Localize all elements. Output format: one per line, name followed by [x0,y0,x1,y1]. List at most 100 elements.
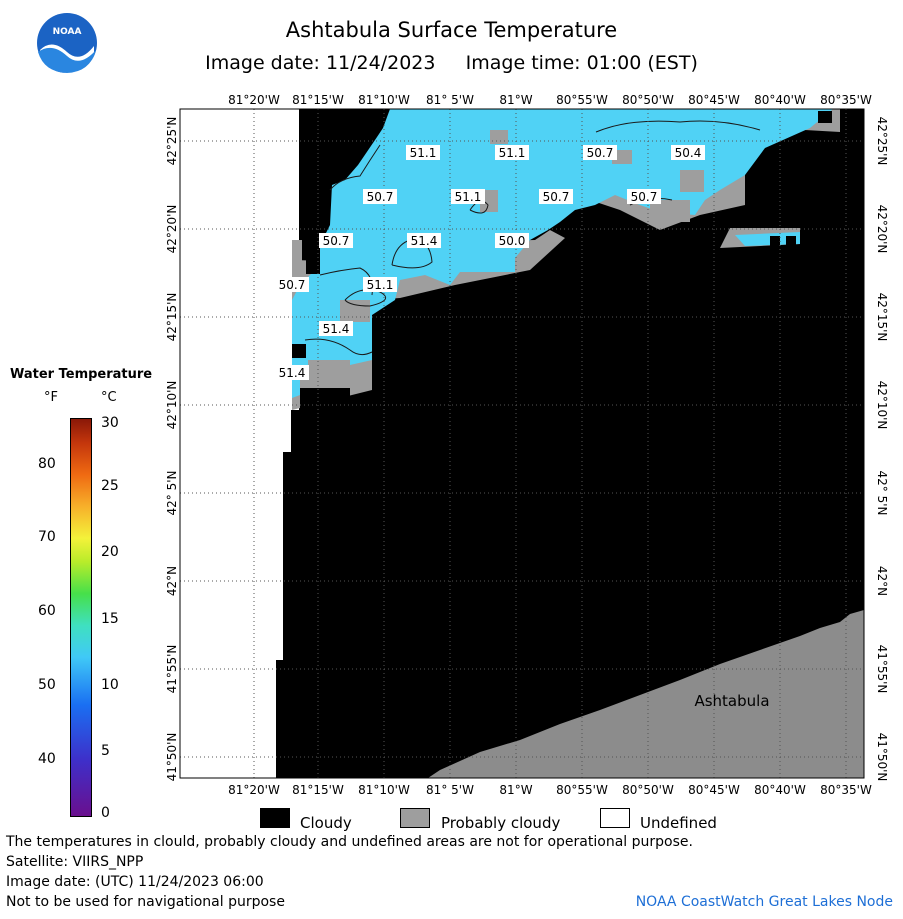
f-tick-50: 50 [38,677,56,693]
svg-text:41°55'N: 41°55'N [875,645,889,694]
svg-text:81°15'W: 81°15'W [292,783,344,797]
f-tick-40: 40 [38,751,56,767]
cloudy-label: Cloudy [300,814,352,832]
svg-text:81°20'W: 81°20'W [228,93,280,107]
svg-text:80°45'W: 80°45'W [688,93,740,107]
svg-text:80°50'W: 80°50'W [622,93,674,107]
f-tick-80: 80 [38,456,56,472]
temp-label-1: 51.1 [406,145,440,160]
svg-text:51.1: 51.1 [499,146,526,160]
temp-label-10: 51.4 [407,233,441,248]
cloudy-swatch [260,808,290,828]
temp-label-12: 50.7 [275,277,309,292]
logo-text: NOAA [53,27,82,37]
temp-label-13: 51.1 [363,277,397,292]
undefined-swatch [600,808,630,828]
temp-label-15: 51.4 [275,365,309,380]
svg-text:42°20'N: 42°20'N [165,205,179,254]
f-tick-70: 70 [38,529,56,545]
svg-text:42° 5'N: 42° 5'N [165,471,179,516]
c-tick-30: 30 [101,415,119,431]
lat-labels: 42°25'N 42°20'N 42°15'N 42°10'N 42° 5'N … [165,117,889,782]
temp-label-6: 51.1 [451,189,485,204]
temp-label-14: 51.4 [319,321,353,336]
svg-text:51.4: 51.4 [323,322,350,336]
place-label-ashtabula: Ashtabula [694,692,769,710]
legend-unit-c: °C [101,390,117,405]
svg-text:42°20'N: 42°20'N [875,205,889,254]
svg-text:51.1: 51.1 [410,146,437,160]
svg-text:50.7: 50.7 [279,278,306,292]
svg-text:50.4: 50.4 [675,146,702,160]
svg-text:51.1: 51.1 [367,278,394,292]
c-tick-20: 20 [101,544,119,560]
footer-satellite: Satellite: VIIRS_NPP [6,854,144,870]
c-tick-15: 15 [101,611,119,627]
svg-text:50.0: 50.0 [499,234,526,248]
svg-text:80°50'W: 80°50'W [622,783,674,797]
c-tick-25: 25 [101,478,119,494]
svg-text:81° 5'W: 81° 5'W [426,93,474,107]
svg-text:80°45'W: 80°45'W [688,783,740,797]
svg-text:42°25'N: 42°25'N [165,117,179,166]
svg-text:81°15'W: 81°15'W [292,93,344,107]
svg-text:41°50'N: 41°50'N [165,733,179,782]
svg-text:50.7: 50.7 [543,190,570,204]
c-tick-0: 0 [101,805,110,821]
svg-text:80°55'W: 80°55'W [556,93,608,107]
svg-text:42°15'N: 42°15'N [165,293,179,342]
undefined-label: Undefined [640,814,717,832]
svg-text:50.7: 50.7 [587,146,614,160]
svg-text:81°W: 81°W [499,93,532,107]
footer-disclaimer: The temperatures in clould, probably clo… [6,834,693,850]
svg-text:41°55'N: 41°55'N [165,645,179,694]
legend-title: Water Temperature [10,367,153,382]
c-tick-5: 5 [101,743,110,759]
c-tick-10: 10 [101,677,119,693]
svg-text:42°15'N: 42°15'N [875,293,889,342]
noaa-logo: NOAA [37,13,97,74]
svg-text:81°10'W: 81°10'W [358,93,410,107]
footer-utc-date: Image date: (UTC) 11/24/2023 06:00 [6,874,264,890]
probably-cloudy-label: Probably cloudy [441,814,561,832]
svg-text:42°N: 42°N [875,566,889,596]
temp-label-8: 50.7 [627,189,661,204]
temp-label-4: 50.4 [671,145,705,160]
svg-text:81°10'W: 81°10'W [358,783,410,797]
svg-text:42°10'N: 42°10'N [875,381,889,430]
footer-navigation-note: Not to be used for navigational purpose [6,894,285,910]
colorbar [70,418,92,817]
probably-cloudy-swatch [400,808,430,828]
svg-text:42°N: 42°N [165,566,179,596]
svg-text:81° 5'W: 81° 5'W [426,783,474,797]
lon-labels: 81°20'W 81°15'W 81°10'W 81° 5'W 81°W 80°… [228,93,872,797]
svg-text:80°40'W: 80°40'W [754,783,806,797]
temp-label-11: 50.0 [495,233,529,248]
temp-label-9: 50.7 [319,233,353,248]
svg-text:50.7: 50.7 [367,190,394,204]
temp-label-3: 50.7 [583,145,617,160]
svg-text:42°25'N: 42°25'N [875,117,889,166]
temp-label-7: 50.7 [539,189,573,204]
svg-text:51.1: 51.1 [455,190,482,204]
legend-unit-f: °F [44,390,58,405]
temp-label-2: 51.1 [495,145,529,160]
svg-text:81°W: 81°W [499,783,532,797]
svg-text:42°10'N: 42°10'N [165,381,179,430]
svg-text:51.4: 51.4 [411,234,438,248]
svg-text:80°55'W: 80°55'W [556,783,608,797]
temperature-labels: 51.1 51.1 50.7 50.4 50.7 51.1 50.7 50.7 … [275,145,705,380]
footer-credit: NOAA CoastWatch Great Lakes Node [635,894,893,910]
svg-text:80°40'W: 80°40'W [754,93,806,107]
svg-text:50.7: 50.7 [323,234,350,248]
map-frame [179,108,865,779]
svg-text:80°35'W: 80°35'W [820,783,872,797]
svg-text:51.4: 51.4 [279,366,306,380]
land-area [428,610,864,778]
page-subtitle: Image date: 11/24/2023 Image time: 01:00… [205,52,698,74]
svg-text:42° 5'N: 42° 5'N [875,471,889,516]
svg-text:41°50'N: 41°50'N [875,733,889,782]
page-title: Ashtabula Surface Temperature [285,18,618,42]
f-tick-60: 60 [38,603,56,619]
